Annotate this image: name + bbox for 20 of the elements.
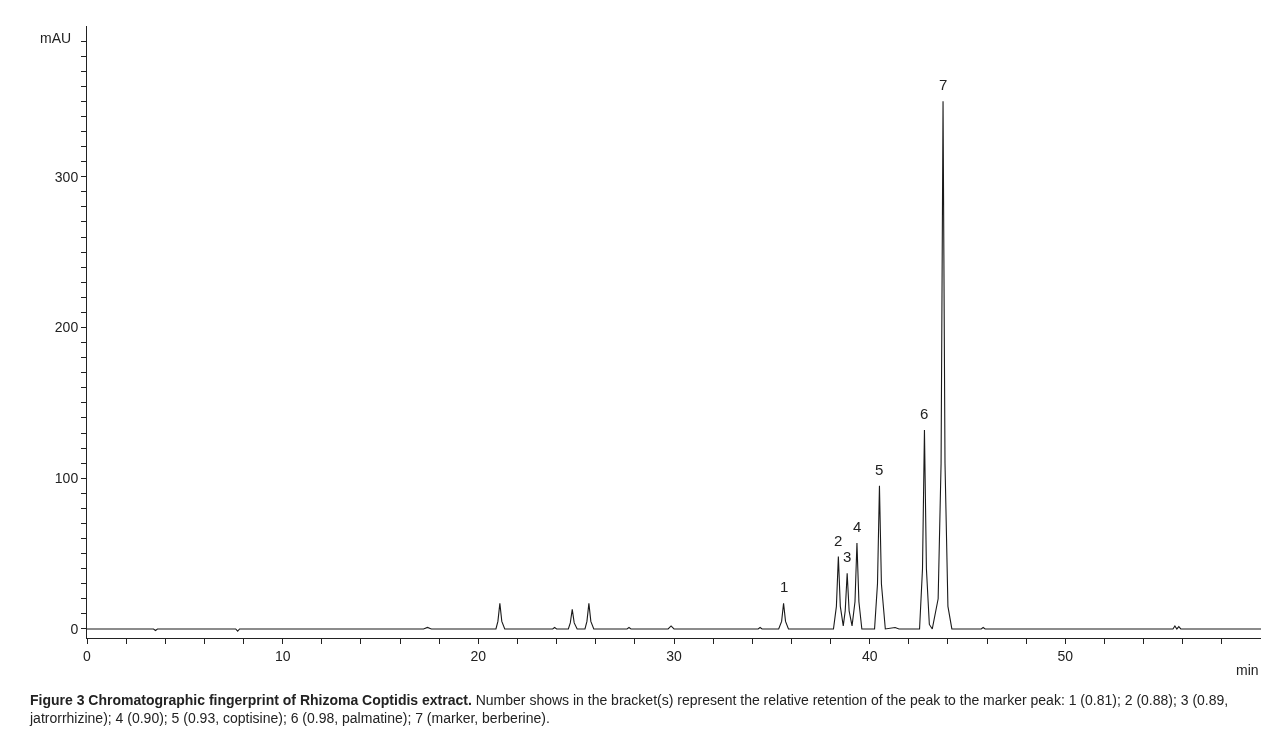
x-tick-label: 30 xyxy=(666,647,682,664)
annotation: 1 xyxy=(780,578,789,595)
x-tick-label: 50 xyxy=(1057,647,1074,664)
annotation: 4 xyxy=(853,518,862,535)
x-tick-label: 0 xyxy=(83,647,92,664)
y-tick-label: 0 xyxy=(70,620,79,637)
text: Figure 3 Chromatographic fingerprint of Rhizoma Coptidis extract. xyxy=(30,692,472,708)
annotation: 2 xyxy=(834,532,843,549)
y-tick-label: 100 xyxy=(54,470,79,487)
annotation: 3 xyxy=(843,548,852,565)
annotation: 6 xyxy=(920,405,929,422)
y-tick-label: 300 xyxy=(54,168,79,185)
x-tick-label: 40 xyxy=(861,647,878,664)
x-tick-label: 10 xyxy=(274,647,291,664)
annotation: 7 xyxy=(939,76,948,93)
y-tick-label: 200 xyxy=(54,319,79,336)
annotation: 5 xyxy=(875,461,884,478)
x-axis-title: min xyxy=(1236,662,1259,678)
y-axis-title: mAU xyxy=(40,30,72,46)
x-tick-label: 20 xyxy=(470,647,487,664)
